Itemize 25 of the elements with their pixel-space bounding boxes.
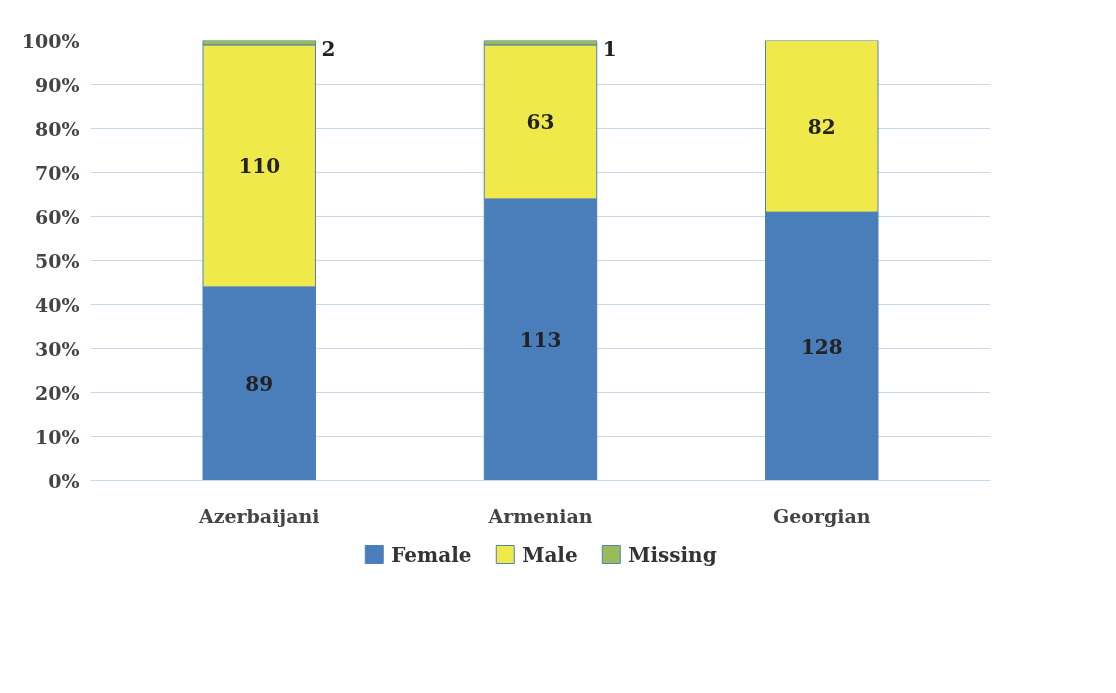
y-tick-label: 0% (48, 469, 80, 492)
annotation: 1 (602, 36, 617, 61)
legend-label: Female (391, 542, 472, 567)
annotation: 2 (321, 36, 336, 61)
annotation: 63 (526, 110, 555, 135)
y-tick-label: 30% (35, 337, 80, 360)
x-tick-label: Armenian (487, 504, 593, 527)
y-tick-label: 20% (35, 381, 80, 404)
y-tick-label: 90% (35, 73, 80, 96)
annotation: 82 (807, 114, 836, 139)
annotation: 113 (519, 328, 562, 353)
y-tick-label: 80% (35, 117, 80, 140)
y-tick-label: 100% (21, 29, 80, 52)
x-tick-label: Georgian (772, 504, 871, 527)
legend-label: Male (522, 542, 578, 567)
y-tick-label: 10% (35, 425, 80, 448)
y-tick-label: 40% (35, 293, 80, 316)
annotation: 110 (238, 154, 281, 179)
annotation: 89 (245, 372, 274, 397)
y-tick-label: 60% (35, 205, 80, 228)
y-tick-label: 70% (35, 161, 80, 184)
y-tick-label: 50% (35, 249, 80, 272)
x-tick-label: Azerbaijani (197, 504, 320, 527)
annotation: 128 (800, 334, 843, 359)
legend-label: Missing (628, 542, 717, 567)
